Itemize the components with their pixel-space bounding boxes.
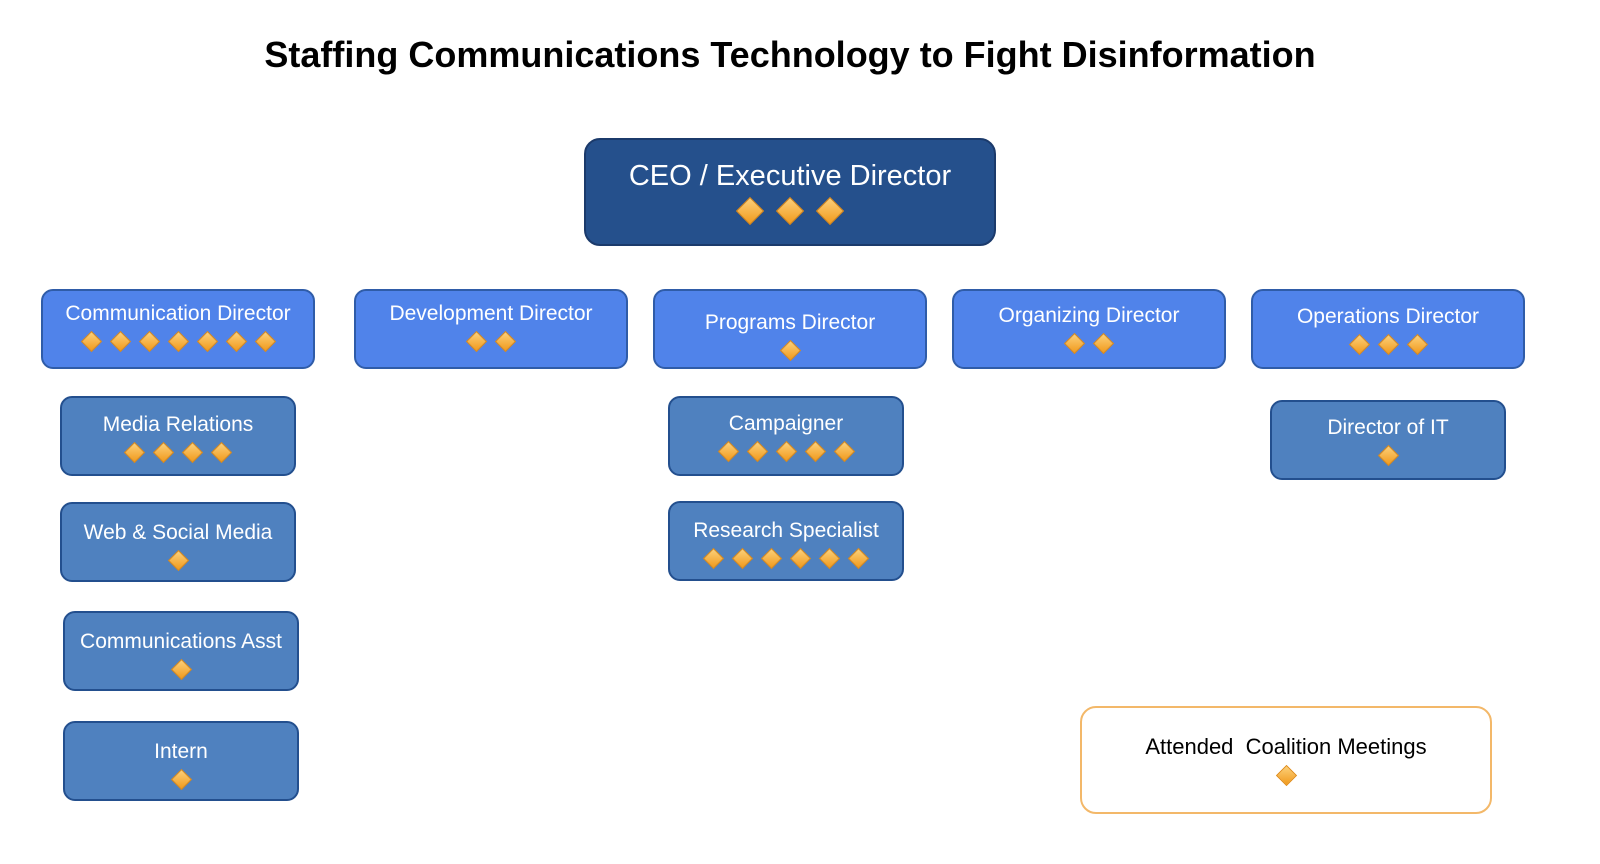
orange-diamond-icon xyxy=(775,196,805,226)
orange-diamond-icon xyxy=(196,330,218,353)
orange-diamond-icon xyxy=(167,330,189,353)
orange-diamond-icon xyxy=(465,330,488,353)
programs-director-box: Programs Director xyxy=(653,289,927,369)
intern-box: Intern xyxy=(63,721,299,801)
meeting-diamonds xyxy=(1060,332,1118,355)
box-label: Intern xyxy=(154,740,208,763)
orange-diamond-icon xyxy=(1092,332,1115,355)
meeting-diamonds xyxy=(1374,444,1403,467)
orange-diamond-icon xyxy=(815,196,845,226)
organizing-director-box: Organizing Director xyxy=(952,289,1226,369)
orange-diamond-icon xyxy=(152,441,175,464)
box-label: Director of IT xyxy=(1327,416,1449,439)
orange-diamond-icon xyxy=(170,768,192,791)
orange-diamond-icon xyxy=(138,330,160,353)
box-label: Programs Director xyxy=(704,311,876,334)
box-label: Media Relations xyxy=(102,413,254,436)
meeting-diamonds xyxy=(77,330,280,353)
box-label: Operations Director xyxy=(1296,305,1480,328)
meeting-diamonds xyxy=(167,658,196,681)
orange-diamond-icon xyxy=(735,196,765,226)
orange-diamond-icon xyxy=(804,440,826,463)
orange-diamond-icon xyxy=(1377,444,1399,467)
development-director-box: Development Director xyxy=(354,289,628,369)
orange-diamond-icon xyxy=(1406,333,1428,356)
orange-diamond-icon xyxy=(1275,764,1297,787)
communication-director-box: Communication Director xyxy=(41,289,315,369)
orange-diamond-icon xyxy=(746,440,768,463)
meeting-diamonds xyxy=(462,330,520,353)
ceo-box: CEO / Executive Director xyxy=(584,138,996,246)
meeting-diamonds xyxy=(167,768,196,791)
orange-diamond-icon xyxy=(1377,333,1399,356)
web-social-media-box: Web & Social Media xyxy=(60,502,296,582)
orange-diamond-icon xyxy=(170,658,192,681)
meeting-diamonds xyxy=(120,441,236,464)
research-specialist-box: Research Specialist xyxy=(668,501,904,581)
campaigner-box: Campaigner xyxy=(668,396,904,476)
orange-diamond-icon xyxy=(254,330,276,353)
legend-box: Attended Coalition Meetings xyxy=(1080,706,1492,814)
orange-diamond-icon xyxy=(833,440,855,463)
legend-diamond xyxy=(1272,764,1301,787)
orange-diamond-icon xyxy=(210,441,233,464)
orange-diamond-icon xyxy=(181,441,204,464)
box-label: Communications Asst xyxy=(80,630,282,653)
media-relations-box: Media Relations xyxy=(60,396,296,476)
ceo-label: CEO / Executive Director xyxy=(628,160,952,192)
orange-diamond-icon xyxy=(789,547,812,570)
box-label: Development Director xyxy=(389,302,593,325)
meeting-diamonds xyxy=(714,440,859,463)
orange-diamond-icon xyxy=(775,440,797,463)
meeting-diamonds xyxy=(1345,333,1432,356)
director-of-it-box: Director of IT xyxy=(1270,400,1506,480)
orange-diamond-icon xyxy=(494,330,517,353)
meeting-diamonds xyxy=(164,549,193,572)
legend-label: Attended Coalition Meetings xyxy=(1145,734,1427,759)
orange-diamond-icon xyxy=(80,330,102,353)
orange-diamond-icon xyxy=(109,330,131,353)
box-label: Communication Director xyxy=(65,302,291,325)
orange-diamond-icon xyxy=(717,440,739,463)
diagram-title: Staffing Communications Technology to Fi… xyxy=(264,34,1316,75)
orange-diamond-icon xyxy=(847,547,870,570)
box-label: Web & Social Media xyxy=(83,521,273,544)
orange-diamond-icon xyxy=(1063,332,1086,355)
orange-diamond-icon xyxy=(702,547,725,570)
operations-director-box: Operations Director xyxy=(1251,289,1525,369)
orange-diamond-icon xyxy=(818,547,841,570)
box-label: Organizing Director xyxy=(998,304,1180,327)
communications-asst-box: Communications Asst xyxy=(63,611,299,691)
box-label: Research Specialist xyxy=(693,519,879,542)
orange-diamond-icon xyxy=(225,330,247,353)
orange-diamond-icon xyxy=(760,547,783,570)
meeting-diamonds xyxy=(776,339,805,362)
orange-diamond-icon xyxy=(779,339,801,362)
box-label: Campaigner xyxy=(728,412,844,435)
orange-diamond-icon xyxy=(167,549,189,572)
meeting-diamonds xyxy=(730,196,850,226)
meeting-diamonds xyxy=(699,547,873,570)
orange-diamond-icon xyxy=(731,547,754,570)
orange-diamond-icon xyxy=(123,441,146,464)
orange-diamond-icon xyxy=(1348,333,1370,356)
